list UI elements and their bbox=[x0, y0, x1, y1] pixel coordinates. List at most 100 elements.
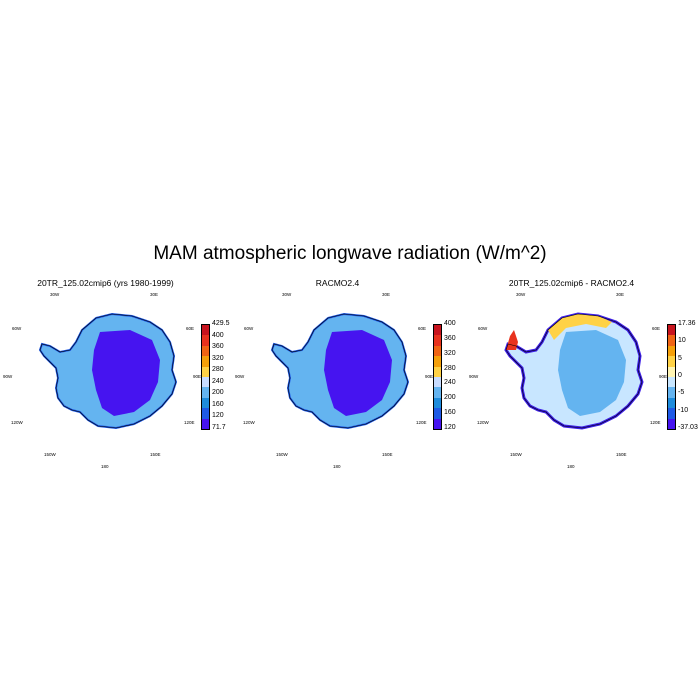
positive-anomaly-field bbox=[548, 314, 612, 340]
colorbar-tick-label: -10 bbox=[678, 406, 689, 414]
colorbar-segment bbox=[668, 366, 675, 377]
main-title: MAM atmospheric longwave radiation (W/m^… bbox=[153, 243, 547, 264]
colorbar-segment bbox=[202, 418, 209, 429]
colorbar-segment bbox=[668, 387, 675, 398]
colorbar bbox=[201, 324, 210, 430]
longitude-label: 150E bbox=[382, 452, 393, 457]
interior-field bbox=[324, 330, 392, 416]
colorbar-segment bbox=[668, 345, 675, 357]
longitude-label: 180 bbox=[333, 464, 341, 469]
longitude-label: 90W bbox=[469, 374, 479, 379]
longitude-label: 120E bbox=[416, 420, 427, 425]
colorbar-segment bbox=[202, 408, 209, 419]
colorbar-tick-label: 240 bbox=[444, 379, 456, 387]
colorbar-tick-label: 120 bbox=[444, 424, 456, 431]
peninsula-anomaly-field bbox=[506, 330, 518, 350]
colorbar-tick-label: 320 bbox=[212, 354, 224, 362]
colorbar-tick-label: 17.36 bbox=[678, 320, 696, 327]
longitude-label: 120E bbox=[650, 420, 661, 425]
colorbar-tick-label: 429.5 bbox=[212, 320, 230, 327]
colorbar-segment bbox=[202, 335, 209, 346]
interior-field bbox=[92, 330, 160, 416]
colorbar-segment bbox=[668, 335, 675, 346]
colorbar-tick-label: 240 bbox=[212, 377, 224, 385]
longitude-label: 60W bbox=[478, 326, 488, 331]
longitude-label: 150W bbox=[44, 452, 56, 457]
colorbar-tick-label: 200 bbox=[444, 394, 456, 402]
colorbar-segment bbox=[434, 418, 441, 429]
colorbar-tick-label: 280 bbox=[444, 364, 456, 372]
colorbar-segment bbox=[202, 366, 209, 377]
longitude-label: 90W bbox=[235, 374, 245, 379]
colorbar-segment bbox=[668, 325, 675, 336]
longitude-label: 30W bbox=[516, 292, 526, 297]
longitude-label: 60E bbox=[652, 326, 661, 331]
panel-title: 20TR_125.02cmip6 - RACMO2.4 bbox=[508, 278, 635, 288]
longitude-label: 30W bbox=[282, 292, 292, 297]
colorbar-segment bbox=[434, 356, 441, 367]
colorbar-tick-label: -5 bbox=[678, 389, 685, 397]
colorbar-segment bbox=[434, 335, 441, 346]
longitude-label: 120W bbox=[11, 420, 23, 425]
colorbar bbox=[667, 324, 676, 430]
coastline bbox=[505, 313, 643, 429]
colorbar-tick-label: 280 bbox=[212, 366, 224, 374]
colorbar-segment bbox=[202, 387, 209, 398]
longitude-label: 60E bbox=[418, 326, 427, 331]
longitude-label: 30E bbox=[150, 292, 159, 297]
longitude-label: 60W bbox=[12, 326, 22, 331]
longitude-label: 120W bbox=[477, 420, 489, 425]
colorbar bbox=[433, 324, 442, 430]
coastline bbox=[39, 313, 177, 429]
colorbar-tick-label: 160 bbox=[212, 400, 224, 408]
colorbar-tick-label: -37.03 bbox=[678, 424, 698, 431]
colorbar-segment bbox=[202, 397, 209, 409]
antarctica-map bbox=[270, 312, 410, 430]
longitude-label: 60E bbox=[186, 326, 195, 331]
antarctica-map bbox=[504, 312, 644, 430]
colorbar-segment bbox=[202, 325, 209, 336]
colorbar-tick-label: 160 bbox=[444, 409, 456, 417]
longitude-label: 90E bbox=[193, 374, 202, 379]
colorbar-segment bbox=[434, 387, 441, 398]
longitude-label: 120W bbox=[243, 420, 255, 425]
colorbar-segment bbox=[434, 366, 441, 377]
longitude-label: 30E bbox=[382, 292, 391, 297]
longitude-label: 90W bbox=[3, 374, 13, 379]
colorbar-tick-label: 320 bbox=[444, 349, 456, 357]
longitude-label: 180 bbox=[567, 464, 575, 469]
panel-title: RACMO2.4 bbox=[315, 278, 360, 288]
colorbar-tick-label: 400 bbox=[444, 320, 456, 327]
colorbar-tick-label: 120 bbox=[212, 412, 224, 420]
colorbar-tick-label: 5 bbox=[678, 354, 682, 362]
colorbar-segment bbox=[668, 418, 675, 429]
longitude-label: 150E bbox=[150, 452, 161, 457]
colorbar-segment bbox=[434, 408, 441, 419]
longitude-label: 30E bbox=[616, 292, 625, 297]
longitude-label: 90E bbox=[659, 374, 668, 379]
longitude-label: 150W bbox=[276, 452, 288, 457]
longitude-label: 90E bbox=[425, 374, 434, 379]
colorbar-segment bbox=[668, 356, 675, 367]
colorbar-segment bbox=[202, 356, 209, 367]
colorbar-segment bbox=[202, 376, 209, 388]
longitude-label: 120E bbox=[184, 420, 195, 425]
colorbar-tick-label: 360 bbox=[444, 334, 456, 342]
map-panel-3: 20TR_125.02cmip6 - RACMO2.4 30W 30E 60W 60E… bbox=[466, 270, 698, 470]
longitude-label: 30W bbox=[50, 292, 60, 297]
colorbar-tick-label: 10 bbox=[678, 337, 686, 345]
longitude-label: 180 bbox=[101, 464, 109, 469]
colorbar-tick-label: 400 bbox=[212, 331, 224, 339]
colorbar-segment bbox=[668, 376, 675, 388]
antarctica-map bbox=[38, 312, 178, 430]
coastline bbox=[271, 313, 409, 429]
longitude-label: 60W bbox=[244, 326, 254, 331]
colorbar-tick-label: 360 bbox=[212, 343, 224, 351]
colorbar-segment bbox=[434, 325, 441, 336]
colorbar-segment bbox=[202, 345, 209, 357]
colorbar-tick-label: 71.7 bbox=[212, 424, 226, 431]
colorbar-segment bbox=[668, 397, 675, 409]
map-panel-2: RACMO2.4 30W 30E 60W 60E 90W 90E 120W 120E 150W 1… bbox=[232, 270, 464, 470]
colorbar-tick-label: 200 bbox=[212, 389, 224, 397]
interior-field bbox=[558, 330, 626, 416]
